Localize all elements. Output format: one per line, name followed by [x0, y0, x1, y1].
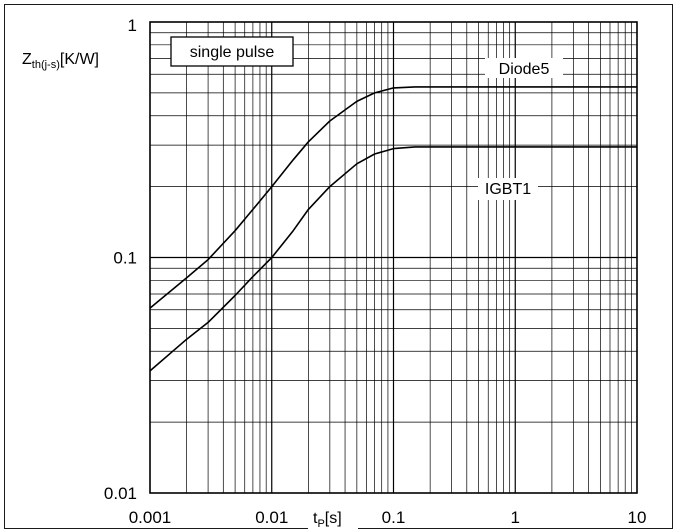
plot-area-border [149, 21, 638, 494]
tick-labels: 0.001 0.01 0.1 1 10 0.01 0.1 1 [104, 16, 647, 527]
series-line-igbt1 [149, 146, 637, 372]
curves [149, 86, 637, 372]
diode5-label-bg [485, 58, 563, 78]
series-line-diode5 [149, 86, 637, 309]
x-axis-label: tP[s] [313, 510, 342, 530]
x-tick-label: 0.1 [382, 508, 406, 527]
series-label-igbt1: IGBT1 [485, 181, 531, 198]
grid-lines [150, 22, 637, 493]
single-pulse-box [170, 36, 294, 67]
x-tick-label: 0.01 [255, 508, 288, 527]
y-tick-label: 0.01 [104, 484, 137, 503]
igbt1-label-bg [478, 178, 538, 200]
y-tick-label: 1 [128, 16, 137, 35]
x-tick-label: 1 [511, 508, 520, 527]
series-label-diode5: Diode5 [499, 61, 550, 78]
y-tick-label: 0.1 [113, 249, 137, 268]
x-tick-label: 0.001 [129, 508, 172, 527]
x-axis-label-bg [308, 502, 358, 530]
x-tick-label: 10 [628, 508, 647, 527]
y-axis-label: Zth(j-s)[K/W] [22, 51, 99, 71]
single-pulse-label: single pulse [190, 44, 275, 61]
